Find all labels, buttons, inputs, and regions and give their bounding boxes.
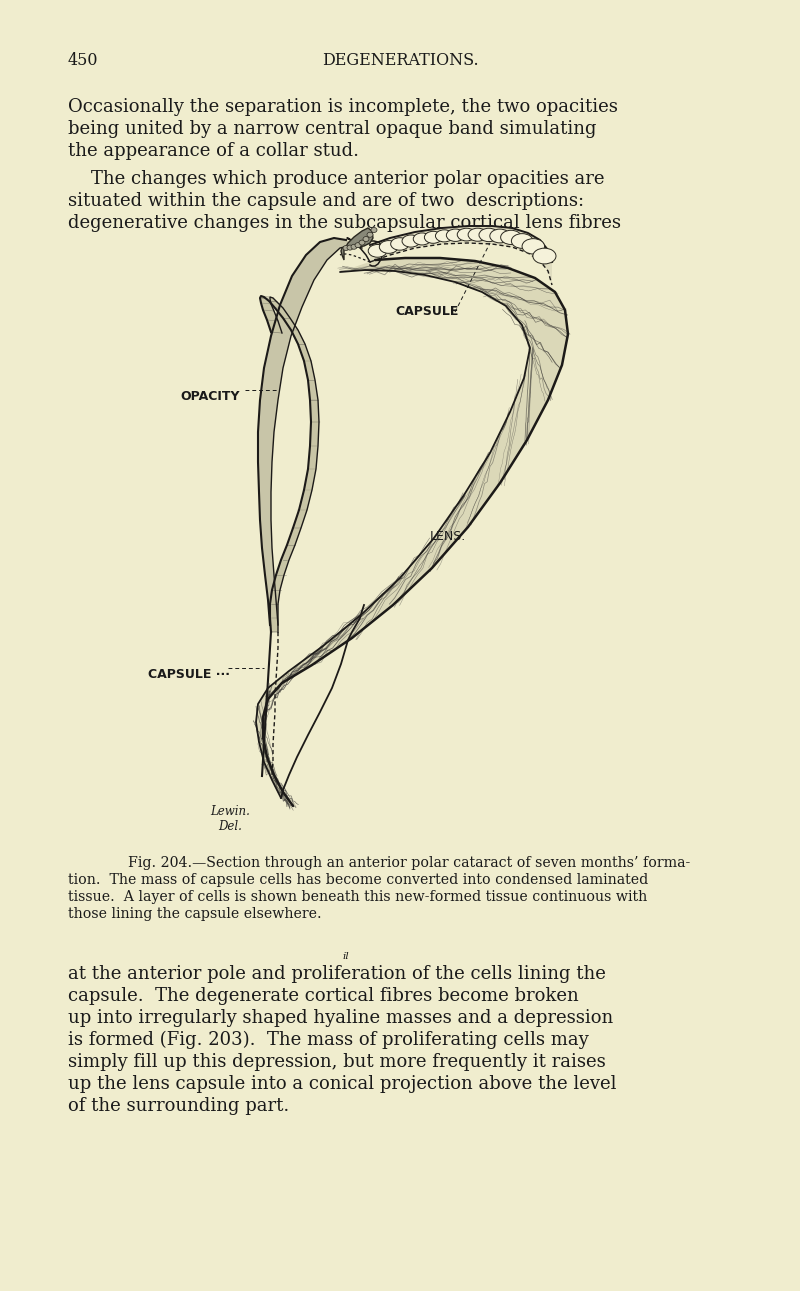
Ellipse shape bbox=[363, 236, 369, 241]
Text: DEGENERATIONS.: DEGENERATIONS. bbox=[322, 52, 478, 68]
Text: of the surrounding part.: of the surrounding part. bbox=[68, 1097, 290, 1115]
Ellipse shape bbox=[446, 229, 465, 241]
Ellipse shape bbox=[435, 230, 453, 241]
Ellipse shape bbox=[379, 240, 398, 253]
Ellipse shape bbox=[468, 229, 487, 241]
Text: il: il bbox=[342, 951, 349, 961]
Ellipse shape bbox=[511, 234, 533, 248]
Ellipse shape bbox=[490, 229, 510, 243]
Text: situated within the capsule and are of two  descriptions:: situated within the capsule and are of t… bbox=[68, 192, 584, 210]
Text: Occasionally the separation is incomplete, the two opacities: Occasionally the separation is incomplet… bbox=[68, 98, 618, 116]
Text: CAPSULE ···: CAPSULE ··· bbox=[148, 667, 230, 680]
Text: at the anterior pole and proliferation of the cells lining the: at the anterior pole and proliferation o… bbox=[68, 964, 606, 982]
Text: being united by a narrow central opaque band simulating: being united by a narrow central opaque … bbox=[68, 120, 597, 138]
Ellipse shape bbox=[501, 230, 522, 244]
Ellipse shape bbox=[367, 232, 373, 238]
Ellipse shape bbox=[343, 245, 349, 250]
Text: up the lens capsule into a conical projection above the level: up the lens capsule into a conical proje… bbox=[68, 1075, 617, 1093]
Ellipse shape bbox=[414, 232, 431, 245]
Text: those lining the capsule elsewhere.: those lining the capsule elsewhere. bbox=[68, 908, 322, 920]
Polygon shape bbox=[256, 258, 568, 806]
Polygon shape bbox=[258, 238, 362, 625]
Polygon shape bbox=[260, 296, 319, 633]
Text: Del.: Del. bbox=[218, 820, 242, 833]
Text: Lewin.: Lewin. bbox=[210, 806, 250, 818]
Ellipse shape bbox=[355, 243, 361, 248]
Ellipse shape bbox=[359, 240, 365, 245]
Polygon shape bbox=[341, 229, 373, 259]
Text: the appearance of a collar stud.: the appearance of a collar stud. bbox=[68, 142, 359, 160]
Text: simply fill up this depression, but more frequently it raises: simply fill up this depression, but more… bbox=[68, 1053, 606, 1072]
Text: LENS.: LENS. bbox=[430, 531, 466, 544]
Text: capsule.  The degenerate cortical fibres become broken: capsule. The degenerate cortical fibres … bbox=[68, 988, 578, 1004]
Ellipse shape bbox=[458, 229, 476, 241]
Ellipse shape bbox=[533, 248, 556, 263]
Polygon shape bbox=[370, 226, 552, 285]
Ellipse shape bbox=[390, 238, 409, 250]
Text: OPACITY: OPACITY bbox=[180, 390, 239, 403]
Text: The changes which produce anterior polar opacities are: The changes which produce anterior polar… bbox=[68, 170, 605, 188]
Text: degenerative changes in the subcapsular cortical lens fibres: degenerative changes in the subcapsular … bbox=[68, 214, 621, 232]
Text: CAPSULE: CAPSULE bbox=[395, 305, 458, 318]
Text: is formed (Fig. 203).  The mass of proliferating cells may: is formed (Fig. 203). The mass of prolif… bbox=[68, 1032, 589, 1050]
Text: up into irregularly shaped hyaline masses and a depression: up into irregularly shaped hyaline masse… bbox=[68, 1010, 614, 1028]
Text: tissue.  A layer of cells is shown beneath this new-formed tissue continuous wit: tissue. A layer of cells is shown beneat… bbox=[68, 889, 647, 904]
Ellipse shape bbox=[351, 244, 357, 249]
Text: Fig. 204.—Section through an anterior polar cataract of seven months’ forma-: Fig. 204.—Section through an anterior po… bbox=[128, 856, 690, 870]
Text: 450: 450 bbox=[68, 52, 98, 68]
Ellipse shape bbox=[368, 244, 387, 257]
Ellipse shape bbox=[347, 245, 353, 250]
Text: tion.  The mass of capsule cells has become converted into condensed laminated: tion. The mass of capsule cells has beco… bbox=[68, 873, 648, 887]
Ellipse shape bbox=[371, 227, 377, 232]
Ellipse shape bbox=[522, 239, 545, 254]
Ellipse shape bbox=[479, 229, 498, 241]
Ellipse shape bbox=[424, 231, 442, 243]
Ellipse shape bbox=[402, 235, 420, 247]
